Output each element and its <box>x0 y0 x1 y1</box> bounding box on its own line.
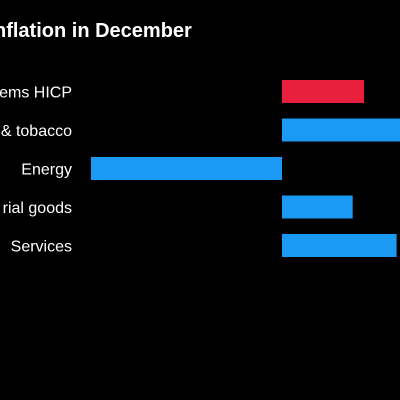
category-label: Energy <box>21 162 72 179</box>
category-label: & tobacco <box>1 123 72 140</box>
bar <box>282 80 365 103</box>
category-label: tems HICP <box>0 85 72 102</box>
bar <box>282 195 353 219</box>
bar <box>282 234 397 257</box>
bar <box>282 118 400 142</box>
bar <box>91 157 282 180</box>
category-label: rial goods <box>3 200 72 217</box>
category-label: Services <box>11 239 72 256</box>
chart-title: nflation in December <box>0 20 192 42</box>
